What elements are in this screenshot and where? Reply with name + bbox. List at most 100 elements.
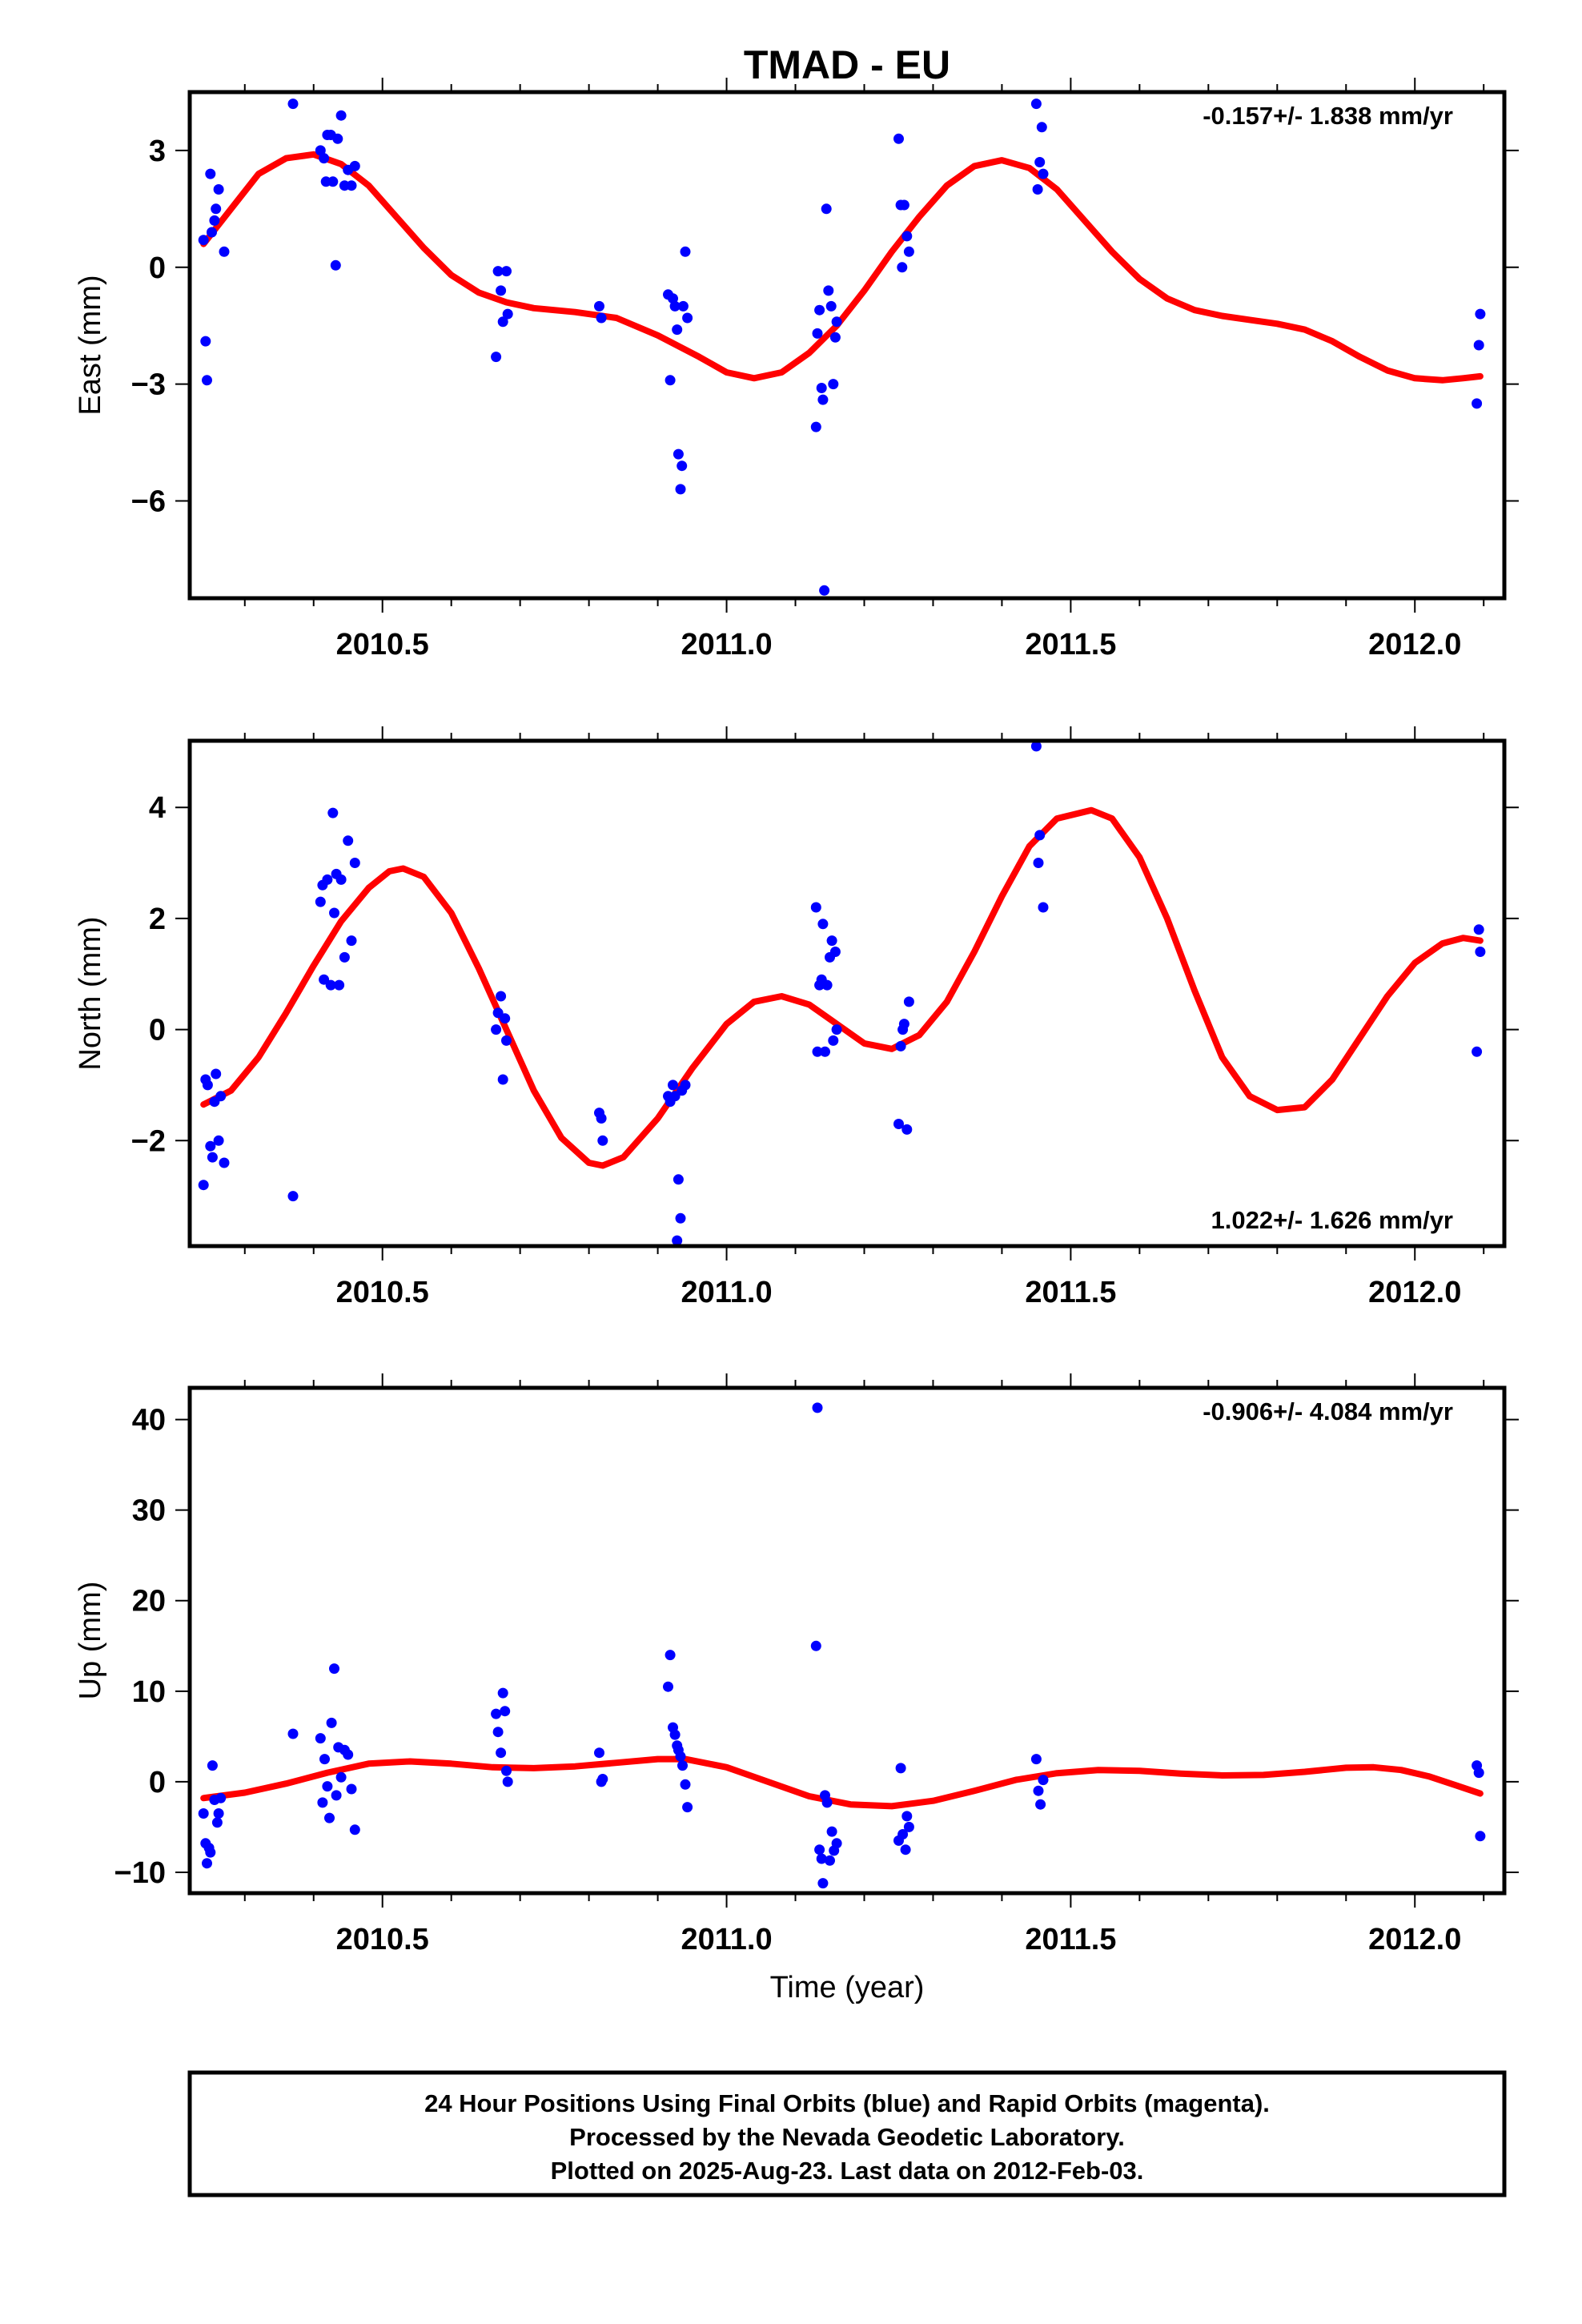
footer-line-1: 24 Hour Positions Using Final Orbits (bl… bbox=[424, 2089, 1270, 2117]
north-y-tick-label: 0 bbox=[149, 1014, 166, 1047]
east-x-tick-label: 2011.0 bbox=[681, 628, 772, 661]
up-data-point bbox=[211, 1817, 223, 1828]
east-data-point bbox=[682, 312, 693, 324]
up-data-point bbox=[205, 1847, 216, 1858]
east-data-point bbox=[200, 336, 211, 347]
east-data-point bbox=[198, 235, 209, 246]
east-data-point bbox=[332, 133, 343, 144]
east-y-tick-label: −6 bbox=[131, 485, 166, 518]
north-data-point bbox=[828, 1035, 839, 1046]
east-data-point bbox=[346, 180, 357, 191]
east-data-point bbox=[491, 352, 502, 363]
north-data-point bbox=[1038, 902, 1049, 913]
north-x-tick-label: 2010.5 bbox=[336, 1276, 429, 1309]
north-data-point bbox=[675, 1212, 686, 1224]
up-x-tick-label: 2012.0 bbox=[1368, 1923, 1461, 1956]
up-data-point bbox=[343, 1749, 354, 1760]
up-data-point bbox=[324, 1812, 335, 1823]
north-data-point bbox=[829, 947, 841, 957]
north-y-tick-label: −2 bbox=[131, 1124, 166, 1158]
up-data-point bbox=[326, 1717, 337, 1728]
east-data-point bbox=[1036, 122, 1047, 133]
footer-border bbox=[187, 2070, 1507, 2197]
north-data-point bbox=[1034, 830, 1046, 841]
north-x-tick-label: 2011.0 bbox=[681, 1276, 772, 1309]
up-data-point bbox=[215, 1792, 227, 1803]
up-rate-label: -0.906+/- 4.084 mm/yr bbox=[1203, 1397, 1453, 1425]
east-data-point bbox=[1034, 157, 1046, 167]
east-data-point bbox=[831, 316, 842, 328]
east-data-area bbox=[198, 99, 1486, 596]
north-data-point bbox=[812, 1046, 823, 1057]
north-data-point bbox=[826, 935, 837, 947]
north-data-point bbox=[335, 874, 347, 885]
north-data-point bbox=[315, 896, 326, 907]
north-data-point bbox=[669, 1091, 681, 1102]
east-data-point bbox=[893, 133, 904, 144]
up-data-point bbox=[816, 1853, 827, 1864]
east-data-point bbox=[814, 304, 825, 316]
up-data-point bbox=[322, 1781, 333, 1792]
north-rate-label: 1.022+/- 1.626 mm/yr bbox=[1211, 1206, 1453, 1234]
east-data-point bbox=[492, 266, 504, 277]
east-panel: 2010.5 2011.0 2011.5 2012.0 3 0 −3 −6 East (mm) -… bbox=[74, 78, 1519, 661]
north-x-tick-label: 2012.0 bbox=[1368, 1276, 1461, 1309]
up-y-tick-label: 30 bbox=[132, 1494, 166, 1528]
up-data-point bbox=[349, 1824, 360, 1835]
north-data-point bbox=[810, 902, 821, 913]
up-data-point bbox=[1473, 1767, 1484, 1779]
north-data-point bbox=[895, 1040, 906, 1051]
up-data-point bbox=[663, 1681, 673, 1692]
north-data-point bbox=[213, 1135, 224, 1146]
east-data-point bbox=[677, 300, 689, 312]
east-data-point bbox=[330, 259, 341, 271]
east-data-point bbox=[823, 285, 834, 296]
up-y-axis-label: Up (mm) bbox=[74, 1582, 107, 1700]
north-data-point bbox=[287, 1191, 299, 1202]
up-data-point bbox=[817, 1878, 829, 1889]
east-rate-label: -0.157+/- 1.838 mm/yr bbox=[1203, 102, 1453, 130]
up-data-point bbox=[682, 1802, 693, 1813]
east-data-point bbox=[1032, 184, 1043, 195]
east-data-point bbox=[1038, 168, 1049, 179]
east-data-point bbox=[672, 324, 683, 336]
up-data-point bbox=[1038, 1775, 1049, 1786]
east-data-point bbox=[673, 448, 684, 460]
footer-line-3: Plotted on 2025-Aug-23. Last data on 201… bbox=[551, 2157, 1144, 2185]
north-data-point bbox=[202, 1080, 213, 1091]
north-fit-curve bbox=[200, 806, 1484, 1169]
east-data-point bbox=[812, 328, 823, 339]
up-data-point bbox=[496, 1747, 507, 1759]
north-data-point bbox=[1473, 924, 1484, 935]
north-data-point bbox=[1472, 1046, 1483, 1057]
north-data-point bbox=[903, 996, 914, 1007]
up-data-point bbox=[597, 1774, 608, 1784]
east-x-tick-label: 2012.0 bbox=[1368, 628, 1461, 661]
east-data-point bbox=[219, 246, 230, 257]
up-data-point bbox=[825, 1855, 835, 1866]
north-data-point bbox=[339, 951, 350, 963]
up-data-point bbox=[680, 1779, 691, 1790]
east-data-point bbox=[665, 375, 676, 386]
east-data-point bbox=[825, 300, 837, 312]
east-data-point bbox=[903, 246, 914, 257]
up-data-point bbox=[675, 1751, 686, 1762]
up-data-point bbox=[1030, 1754, 1042, 1765]
north-data-area bbox=[198, 741, 1486, 1246]
east-data-point bbox=[315, 145, 326, 156]
north-data-point bbox=[205, 1140, 216, 1152]
north-data-point bbox=[898, 1019, 909, 1030]
up-data-point bbox=[500, 1706, 511, 1717]
east-y-tick-label: 3 bbox=[149, 135, 166, 168]
east-data-point bbox=[821, 203, 832, 215]
up-data-point bbox=[831, 1838, 842, 1849]
up-data-point bbox=[594, 1747, 604, 1759]
east-data-point bbox=[817, 394, 829, 405]
east-data-point bbox=[501, 266, 512, 277]
up-data-point bbox=[1033, 1785, 1044, 1796]
up-data-point bbox=[346, 1783, 357, 1795]
up-x-tick-label: 2010.5 bbox=[336, 1923, 429, 1956]
east-data-point bbox=[497, 316, 508, 328]
east-data-point bbox=[680, 246, 691, 257]
east-data-point bbox=[207, 227, 217, 238]
